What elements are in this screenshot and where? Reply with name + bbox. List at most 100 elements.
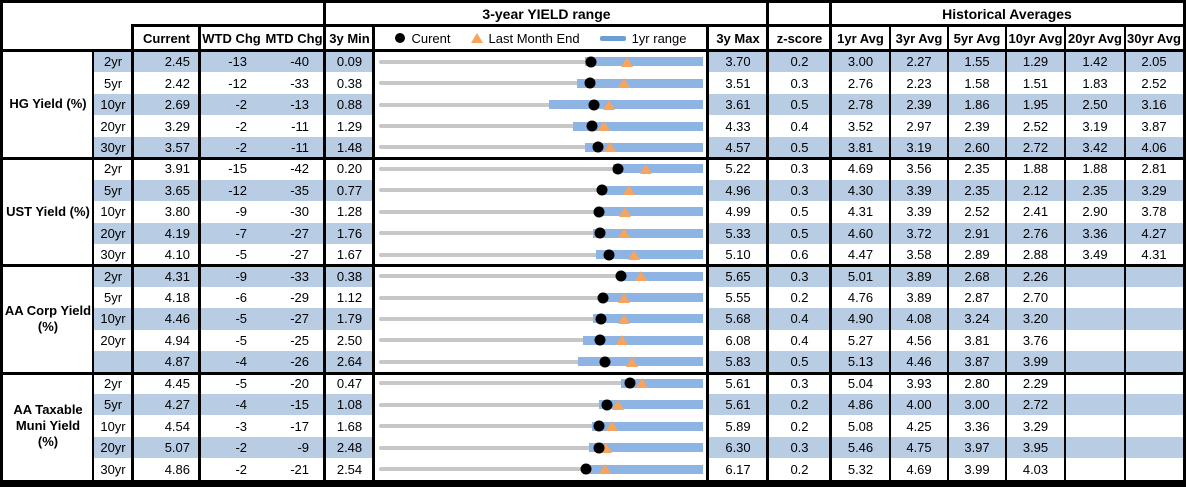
last-month-triangle-icon bbox=[616, 335, 629, 346]
avg-cell: 2.27 bbox=[890, 51, 948, 73]
avg-cell: 4.60 bbox=[831, 222, 890, 244]
avg-cell: 2.50 bbox=[1065, 93, 1125, 116]
range-chart-inner bbox=[379, 244, 703, 265]
mtd-chg-cell: -21 bbox=[263, 458, 325, 480]
tenor-cell: 2yr bbox=[93, 372, 133, 394]
avg-cell: 2.29 bbox=[1006, 372, 1065, 394]
mtd-chg-cell: -27 bbox=[263, 243, 325, 266]
corner-blank-2 bbox=[3, 25, 133, 51]
avg-cell: 3.29 bbox=[1006, 415, 1065, 437]
avg-cell: 5.04 bbox=[831, 372, 890, 394]
avg-cell: 2.72 bbox=[1006, 136, 1065, 159]
track-line-3y-range bbox=[379, 381, 703, 386]
wtd-chg-cell: -5 bbox=[200, 308, 263, 330]
wtd-chg-cell: -2 bbox=[200, 115, 263, 137]
avg-cell: 4.00 bbox=[890, 394, 948, 416]
avg-cell: 4.46 bbox=[890, 351, 948, 373]
avg-cell: 3.87 bbox=[948, 351, 1006, 373]
avg-cell: 3.19 bbox=[1065, 115, 1125, 137]
avg-cell: 3.81 bbox=[831, 136, 890, 159]
avg-cell bbox=[1125, 372, 1183, 394]
avg-cell: 1.58 bbox=[948, 72, 1006, 94]
avg-cell: 3.89 bbox=[890, 286, 948, 309]
avg-cell: 4.06 bbox=[1125, 136, 1183, 159]
zscore-cell: 0.2 bbox=[768, 394, 831, 416]
mtd-chg-cell: -20 bbox=[263, 372, 325, 394]
avg-cell: 4.31 bbox=[1125, 243, 1183, 266]
chart-legend: Curent Last Month End 1yr range bbox=[374, 25, 708, 51]
tenor-cell: 2yr bbox=[93, 158, 133, 180]
range-chart-inner bbox=[379, 223, 703, 244]
current-cell: 5.07 bbox=[133, 436, 200, 459]
wtd-chg-cell: -9 bbox=[200, 265, 263, 287]
avg-cell: 3.36 bbox=[1065, 222, 1125, 244]
min3y-cell: 0.77 bbox=[325, 179, 374, 202]
avg-cell bbox=[1065, 329, 1125, 352]
range-chart-inner bbox=[379, 180, 703, 201]
range-chart-inner bbox=[379, 115, 703, 136]
track-line-3y-range bbox=[379, 209, 703, 214]
range-bar-1yr bbox=[584, 57, 703, 67]
track-line-3y-range bbox=[379, 316, 703, 321]
track-line-3y-range bbox=[379, 59, 703, 64]
avg-cell: 2.26 bbox=[1006, 265, 1065, 287]
range-bar-1yr bbox=[597, 207, 703, 217]
wtd-chg-cell: -15 bbox=[200, 158, 263, 180]
track-line-3y-range bbox=[379, 274, 703, 279]
wtd-chg-cell: -3 bbox=[200, 415, 263, 437]
last-month-triangle-icon bbox=[606, 421, 619, 432]
range-bar-1yr bbox=[548, 100, 703, 110]
avg-cell: 2.52 bbox=[948, 201, 1006, 223]
track-line-3y-range bbox=[379, 188, 703, 193]
avg-cell: 3.29 bbox=[1125, 179, 1183, 202]
legend-1yr-range-label: 1yr range bbox=[631, 30, 687, 46]
avg-cell: 4.69 bbox=[831, 158, 890, 180]
avg-cell: 3.72 bbox=[890, 222, 948, 244]
current-cell: 4.54 bbox=[133, 415, 200, 437]
zscore-cell: 0.5 bbox=[768, 222, 831, 244]
current-cell: 4.46 bbox=[133, 308, 200, 330]
avg-cell: 4.75 bbox=[890, 436, 948, 459]
avg-cell: 4.90 bbox=[831, 308, 890, 330]
max3y-column-header: 3y Max bbox=[716, 30, 760, 46]
mtd-chg-cell: -35 bbox=[263, 179, 325, 202]
last-month-triangle-icon bbox=[636, 378, 649, 389]
avg-cell bbox=[1125, 265, 1183, 287]
avg-cell: 4.08 bbox=[890, 308, 948, 330]
min3y-cell: 1.67 bbox=[325, 243, 374, 266]
avg-cell: 1.95 bbox=[1006, 93, 1065, 116]
max3y-cell: 5.65 bbox=[708, 265, 768, 287]
current-dot-icon bbox=[597, 292, 609, 304]
wtd-chg-cell: -12 bbox=[200, 179, 263, 202]
wtd-chg-cell: -4 bbox=[200, 351, 263, 373]
avg-cell: 3.95 bbox=[1006, 436, 1065, 459]
avg-30yr-column-header: 30yr Avg bbox=[1127, 30, 1181, 46]
max3y-cell: 6.08 bbox=[708, 329, 768, 352]
zscore-cell: 0.3 bbox=[768, 72, 831, 94]
legend-last-month-triangle-icon bbox=[470, 33, 483, 43]
range-chart bbox=[374, 286, 708, 309]
mtd-chg-cell: -11 bbox=[263, 115, 325, 137]
wtd-chg-cell: -4 bbox=[200, 394, 263, 416]
range-chart-plot bbox=[374, 286, 708, 309]
track-line-3y-range bbox=[379, 402, 703, 407]
wtd-chg-cell: -9 bbox=[200, 201, 263, 223]
range-chart-plot bbox=[374, 136, 708, 159]
avg-cell: 4.47 bbox=[831, 243, 890, 266]
min3y-cell: 1.79 bbox=[325, 308, 374, 330]
current-cell: 4.19 bbox=[133, 222, 200, 244]
range-bar-1yr bbox=[578, 357, 703, 367]
tenor-cell: 5yr bbox=[93, 394, 133, 416]
current-dot-icon bbox=[593, 206, 605, 218]
current-dot-icon bbox=[586, 120, 598, 132]
wtd-chg-cell: -6 bbox=[200, 286, 263, 309]
range-chart-plot bbox=[374, 351, 708, 373]
legend-1yr-range-swatch-icon bbox=[599, 35, 626, 41]
tenor-cell: 10yr bbox=[93, 308, 133, 330]
range-chart-inner bbox=[379, 137, 703, 158]
range-chart-plot bbox=[374, 158, 708, 180]
avg-cell bbox=[1065, 308, 1125, 330]
zscore-cell: 0.3 bbox=[768, 372, 831, 394]
avg-cell bbox=[1125, 351, 1183, 373]
range-chart-plot bbox=[374, 265, 708, 287]
